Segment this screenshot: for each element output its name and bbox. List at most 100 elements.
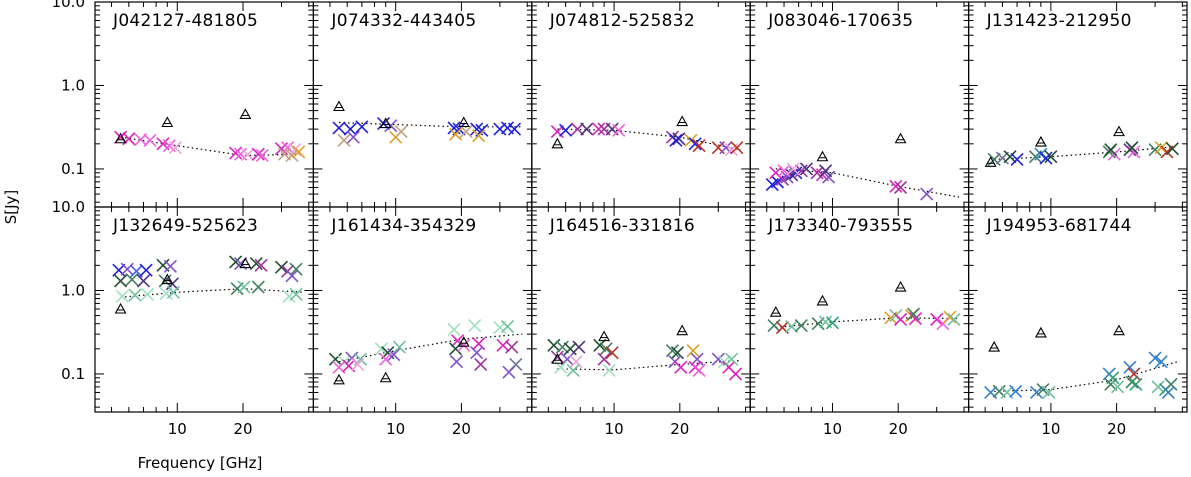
data-point-marker	[374, 342, 388, 356]
data-point-marker	[819, 164, 833, 178]
data-point-marker	[665, 344, 679, 358]
data-point-marker	[255, 148, 269, 163]
data-point-marker	[114, 274, 128, 288]
model-curve	[338, 333, 523, 363]
data-point-marker	[166, 285, 180, 299]
data-point-marker	[1127, 145, 1141, 159]
data-point-marker	[560, 352, 574, 366]
data-point-marker	[894, 180, 908, 195]
panel-title: J083046-170635	[767, 11, 913, 31]
x-tick-label: 10	[605, 420, 624, 438]
data-point-marker	[592, 122, 606, 136]
data-point-marker	[612, 123, 626, 137]
panel-7: 10 20 J161434-354329	[312, 206, 533, 438]
panel-2: J074332-443405	[312, 1, 533, 208]
triangle-marker	[1034, 326, 1047, 338]
triangle-marker	[379, 117, 392, 129]
triangle-marker	[551, 137, 564, 149]
panel-6: 0.1 1.0 10.0 10 20 J132649-525623	[52, 198, 314, 438]
triangle-marker	[161, 116, 174, 128]
y-tick-label: 1.0	[61, 281, 85, 299]
y-tick-label: 0.1	[61, 365, 85, 383]
data-point-marker	[1111, 380, 1125, 394]
data-point-marker	[448, 127, 463, 141]
data-point-marker	[1127, 367, 1141, 381]
data-point-marker	[274, 260, 289, 274]
panel-title: J173340-793555	[767, 216, 913, 236]
data-point-marker	[292, 145, 306, 159]
data-point-marker	[947, 312, 961, 326]
data-point-marker	[285, 269, 299, 283]
triangle-marker	[114, 132, 127, 144]
data-point-marker	[474, 357, 488, 371]
triangle-marker	[894, 280, 907, 292]
data-point-marker	[472, 129, 486, 143]
triangle-marker	[894, 132, 907, 144]
data-point-marker	[251, 147, 265, 161]
data-point-marker	[559, 123, 573, 137]
data-point-marker	[143, 133, 157, 147]
data-point-marker	[168, 141, 182, 155]
panel-5: J131423-212950	[967, 1, 1188, 208]
x-tick-label: 20	[233, 420, 252, 438]
data-point-marker	[509, 357, 523, 371]
data-point-marker	[692, 139, 706, 153]
data-point-marker	[799, 162, 814, 176]
data-point-marker	[496, 338, 510, 352]
data-point-marker	[593, 338, 607, 352]
data-point-marker	[1044, 150, 1058, 164]
data-point-marker	[822, 170, 836, 184]
data-point-marker	[889, 179, 903, 193]
data-point-marker	[1042, 385, 1056, 400]
x-tick-label: 10	[386, 420, 405, 438]
data-point-marker	[717, 355, 731, 369]
data-point-marker	[120, 262, 134, 276]
data-point-marker	[229, 146, 243, 160]
data-point-marker	[672, 132, 686, 146]
data-point-marker	[547, 338, 561, 352]
data-point-marker	[1104, 143, 1118, 157]
y-tick-label: 10.0	[52, 0, 85, 11]
data-point-marker	[346, 130, 360, 144]
triangle-marker	[988, 340, 1001, 352]
x-axis-title: Frequency [GHz]	[138, 454, 263, 472]
data-point-marker	[136, 274, 151, 288]
data-point-marker	[769, 166, 783, 180]
data-point-marker	[459, 125, 473, 139]
data-point-marker	[1125, 141, 1139, 155]
data-point-marker	[394, 125, 408, 139]
data-point-marker	[387, 348, 401, 362]
data-point-marker	[505, 340, 519, 354]
triangle-marker	[816, 294, 829, 306]
x-tick-label: 20	[1107, 420, 1126, 438]
triangle-marker	[333, 100, 345, 112]
data-point-marker	[139, 263, 153, 277]
data-point-marker	[1010, 152, 1024, 166]
triangle-marker	[1034, 135, 1047, 147]
data-point-marker	[379, 352, 393, 366]
data-point-marker	[229, 255, 243, 269]
data-point-marker	[894, 312, 908, 326]
data-point-marker	[580, 122, 594, 136]
data-point-marker	[811, 317, 825, 331]
panel-8: 10 20 J164516-331816	[531, 206, 751, 438]
data-point-marker	[337, 133, 351, 147]
x-tick-label: 20	[670, 420, 689, 438]
data-point-marker	[597, 352, 611, 366]
data-point-marker	[729, 367, 743, 381]
data-point-marker	[128, 288, 142, 302]
data-point-marker	[566, 363, 580, 378]
data-point-marker	[1125, 375, 1139, 389]
panel-frame	[312, 1, 533, 208]
triangle-marker	[239, 108, 252, 119]
data-point-marker	[669, 133, 683, 147]
data-point-marker	[1154, 355, 1168, 369]
triangle-marker	[239, 257, 252, 269]
data-point-marker	[457, 338, 471, 352]
panel-4: J083046-170635	[749, 1, 970, 208]
data-point-marker	[786, 162, 800, 176]
data-point-marker	[1129, 377, 1143, 391]
data-point-marker	[285, 148, 299, 163]
